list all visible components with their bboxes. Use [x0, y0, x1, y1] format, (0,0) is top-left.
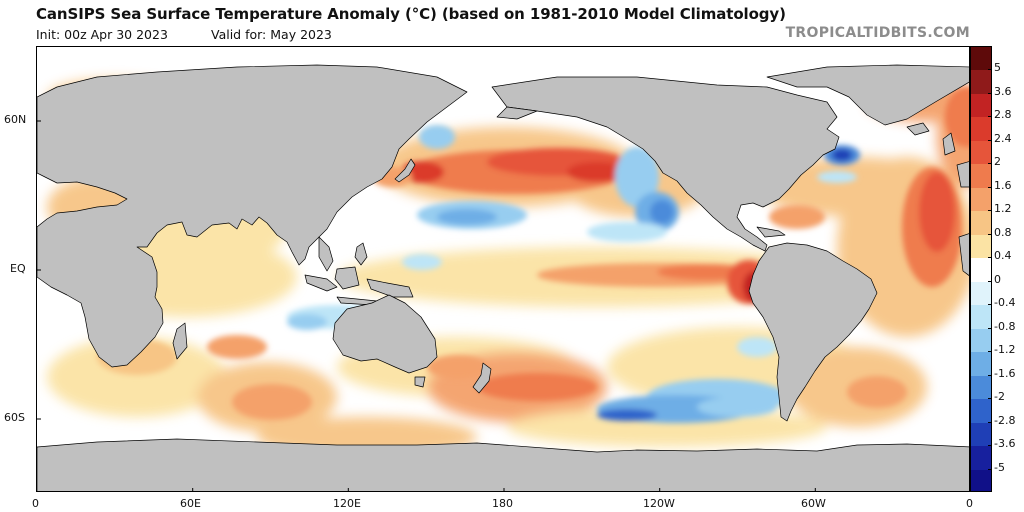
- colorbar-tick: [988, 93, 992, 94]
- colorbar-label: 3.6: [994, 84, 1012, 98]
- land-masses: [37, 64, 969, 491]
- colorbar-label: -2: [994, 390, 1005, 404]
- lat-label-60n: 60N: [4, 113, 27, 126]
- colorbar-label: -0.8: [994, 319, 1016, 333]
- colorbar-label: 0: [994, 272, 1001, 286]
- colorbar-segment: [971, 375, 991, 400]
- lon-label-60w: 60W: [801, 497, 826, 510]
- site-watermark: TROPICALTIDBITS.COM: [785, 25, 970, 41]
- colorbar-label: 1.2: [994, 202, 1012, 216]
- colorbar-segment: [971, 70, 991, 95]
- valid-time: Valid for: May 2023: [211, 27, 332, 42]
- colorbar-label: 1.6: [994, 178, 1012, 192]
- colorbar-label: 5: [994, 61, 1001, 75]
- colorbar-tick: [988, 398, 992, 399]
- colorbar-label: -3.6: [994, 437, 1016, 451]
- colorbar-label: 2.8: [994, 108, 1012, 122]
- colorbar-tick: [988, 257, 992, 258]
- colorbar-tick: [988, 234, 992, 235]
- colorbar-segment: [971, 258, 991, 283]
- colorbar-label: -2.8: [994, 413, 1016, 427]
- colorbar-segment: [971, 305, 991, 330]
- colorbar-label: 0.8: [994, 225, 1012, 239]
- colorbar-tick: [988, 375, 992, 376]
- lon-label-0-right: 0: [966, 497, 973, 510]
- chart-title: CanSIPS Sea Surface Temperature Anomaly …: [36, 5, 786, 23]
- colorbar: [970, 46, 992, 492]
- sst-anomaly-map: [36, 46, 970, 492]
- colorbar-segment: [971, 446, 991, 471]
- colorbar-label: 2: [994, 155, 1001, 169]
- lon-label-120e: 120E: [333, 497, 361, 510]
- colorbar-segment: [971, 422, 991, 447]
- lon-label-120w: 120W: [643, 497, 675, 510]
- colorbar-segment: [971, 352, 991, 377]
- colorbar-segment: [971, 117, 991, 142]
- colorbar-tick: [988, 187, 992, 188]
- colorbar-segment: [971, 328, 991, 353]
- colorbar-label: -5: [994, 460, 1005, 474]
- colorbar-tick: [988, 210, 992, 211]
- colorbar-segment: [971, 281, 991, 306]
- colorbar-tick: [988, 445, 992, 446]
- colorbar-label: -0.4: [994, 296, 1016, 310]
- colorbar-tick: [988, 304, 992, 305]
- colorbar-label: 0.4: [994, 249, 1012, 263]
- map-tick-marks: [37, 120, 816, 491]
- colorbar-segment: [971, 211, 991, 236]
- colorbar-label: -1.6: [994, 366, 1016, 380]
- colorbar-tick: [988, 163, 992, 164]
- colorbar-segment: [971, 140, 991, 165]
- colorbar-segment: [971, 399, 991, 424]
- anomaly-field: [47, 79, 969, 457]
- lat-label-60s: 60S: [4, 411, 25, 424]
- colorbar-label: 2.4: [994, 131, 1012, 145]
- lon-label-0: 0: [32, 497, 39, 510]
- colorbar-segment: [971, 234, 991, 259]
- colorbar-segment: [971, 164, 991, 189]
- colorbar-tick: [988, 469, 992, 470]
- colorbar-segment: [971, 469, 991, 491]
- colorbar-tick: [988, 328, 992, 329]
- lat-label-eq: EQ: [10, 262, 26, 275]
- colorbar-segment: [971, 187, 991, 212]
- init-time: Init: 00z Apr 30 2023: [36, 27, 168, 42]
- lon-label-180: 180: [492, 497, 513, 510]
- colorbar-tick: [988, 69, 992, 70]
- colorbar-tick: [988, 351, 992, 352]
- colorbar-label: -1.2: [994, 343, 1016, 357]
- colorbar-tick: [988, 281, 992, 282]
- lon-label-60e: 60E: [180, 497, 201, 510]
- colorbar-tick: [988, 422, 992, 423]
- map-canvas: [37, 64, 969, 491]
- colorbar-tick: [988, 140, 992, 141]
- colorbar-segment: [971, 47, 991, 71]
- colorbar-segment: [971, 93, 991, 118]
- colorbar-tick: [988, 116, 992, 117]
